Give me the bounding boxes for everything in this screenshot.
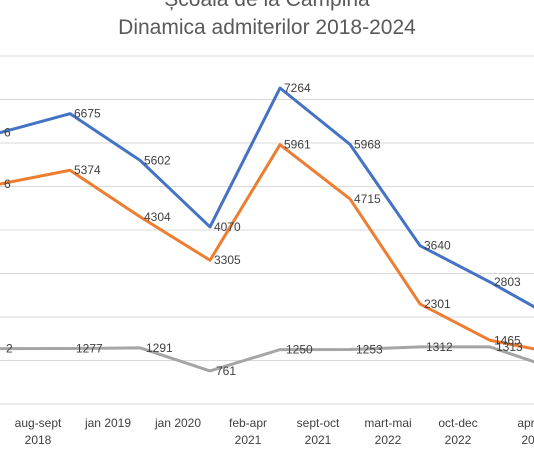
data-label: 1250 [286, 343, 313, 357]
data-label: 5602 [144, 153, 171, 167]
data-label: 7264 [284, 81, 311, 95]
x-tick-label-line2: 2021 [235, 433, 262, 447]
data-label: 5374 [74, 163, 101, 177]
gridlines [0, 55, 534, 405]
data-label: 6675 [74, 107, 101, 121]
series-line-2 [0, 143, 534, 351]
data-label: 2301 [424, 297, 451, 311]
series-lines [0, 86, 534, 373]
x-tick-label: feb-apr [229, 416, 267, 430]
data-label: 1312 [426, 340, 453, 354]
data-label: 5968 [354, 137, 381, 151]
data-label: 4304 [144, 210, 171, 224]
data-label: 6 [4, 177, 11, 191]
data-label: 1291 [146, 341, 173, 355]
series-line-3 [0, 345, 534, 373]
x-tick-label: mart-mai [364, 416, 411, 430]
chart-title: Școala de la Câmpina [164, 0, 370, 11]
x-tick-label-line2: 2018 [25, 433, 52, 447]
data-label: 2803 [494, 275, 521, 289]
data-label: 1253 [356, 342, 383, 356]
data-label: 1277 [76, 341, 103, 355]
x-axis-tick-labels: aug-sept 2018 jan 2019 jan 2020 feb-apr 2021 s… [15, 416, 534, 447]
data-label: 1465 [494, 333, 521, 347]
x-tick-label-line2: 2022 [375, 433, 402, 447]
x-tick-label: jan 2020 [154, 416, 201, 430]
x-tick-label-line2: 20 [521, 433, 534, 447]
data-label: 761 [216, 364, 236, 378]
x-tick-label: aug-sept [15, 416, 62, 430]
data-label: 1313 [496, 340, 523, 354]
x-tick-label: oct-dec [438, 416, 477, 430]
data-label: 5961 [284, 138, 311, 152]
data-labels: 6 6675 5602 4070 7264 5968 3640 2803 6 5374 4304 33… [4, 81, 523, 378]
chart-subtitle: Dinamica admiterilor 2018-2024 [118, 16, 416, 39]
series-line-1 [0, 86, 534, 309]
x-tick-label: jan 2019 [84, 416, 131, 430]
data-label: 3305 [214, 253, 241, 267]
data-label: 4715 [354, 192, 381, 206]
x-tick-label-line2: 2022 [445, 433, 472, 447]
data-label: 6 [4, 126, 11, 140]
data-label: 3640 [424, 239, 451, 253]
data-label: 4070 [214, 220, 241, 234]
x-tick-label: sept-oct [297, 416, 340, 430]
x-tick-label: apr- [517, 416, 534, 430]
x-tick-label-line2: 2021 [305, 433, 332, 447]
data-label: 2 [6, 342, 13, 356]
